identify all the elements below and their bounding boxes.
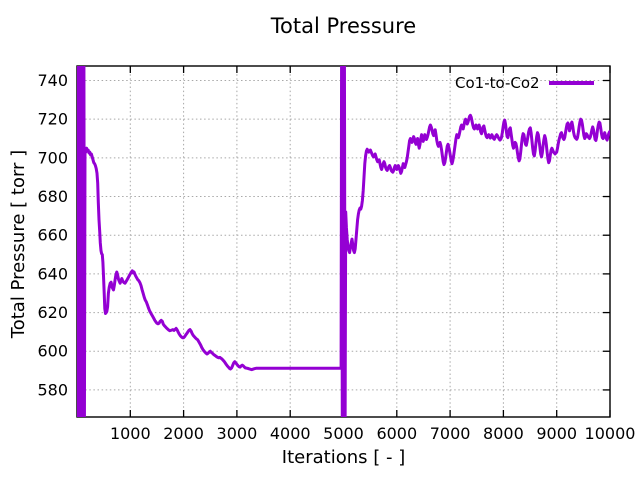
svg-text:1000: 1000	[110, 424, 151, 443]
svg-text:600: 600	[37, 342, 68, 361]
svg-text:9000: 9000	[536, 424, 577, 443]
svg-text:5000: 5000	[323, 424, 364, 443]
svg-text:720: 720	[37, 110, 68, 129]
legend: Co1-to-Co2	[455, 74, 594, 92]
svg-text:640: 640	[37, 264, 68, 283]
svg-text:660: 660	[37, 226, 68, 245]
svg-text:700: 700	[37, 148, 68, 167]
chart-title: Total Pressure	[270, 14, 417, 38]
svg-text:580: 580	[37, 380, 68, 399]
legend-line-sample	[548, 81, 594, 85]
svg-text:6000: 6000	[376, 424, 417, 443]
svg-text:7000: 7000	[430, 424, 471, 443]
legend-series-label: Co1-to-Co2	[455, 74, 540, 92]
svg-text:740: 740	[37, 71, 68, 90]
svg-text:3000: 3000	[217, 424, 258, 443]
svg-text:10000: 10000	[585, 424, 636, 443]
svg-text:2000: 2000	[163, 424, 204, 443]
svg-text:680: 680	[37, 187, 68, 206]
x-axis-label: Iterations [ - ]	[281, 447, 406, 468]
svg-text:4000: 4000	[270, 424, 311, 443]
y-axis-label: Total Pressure [ torr ]	[8, 149, 29, 339]
svg-text:620: 620	[37, 303, 68, 322]
svg-text:8000: 8000	[483, 424, 524, 443]
